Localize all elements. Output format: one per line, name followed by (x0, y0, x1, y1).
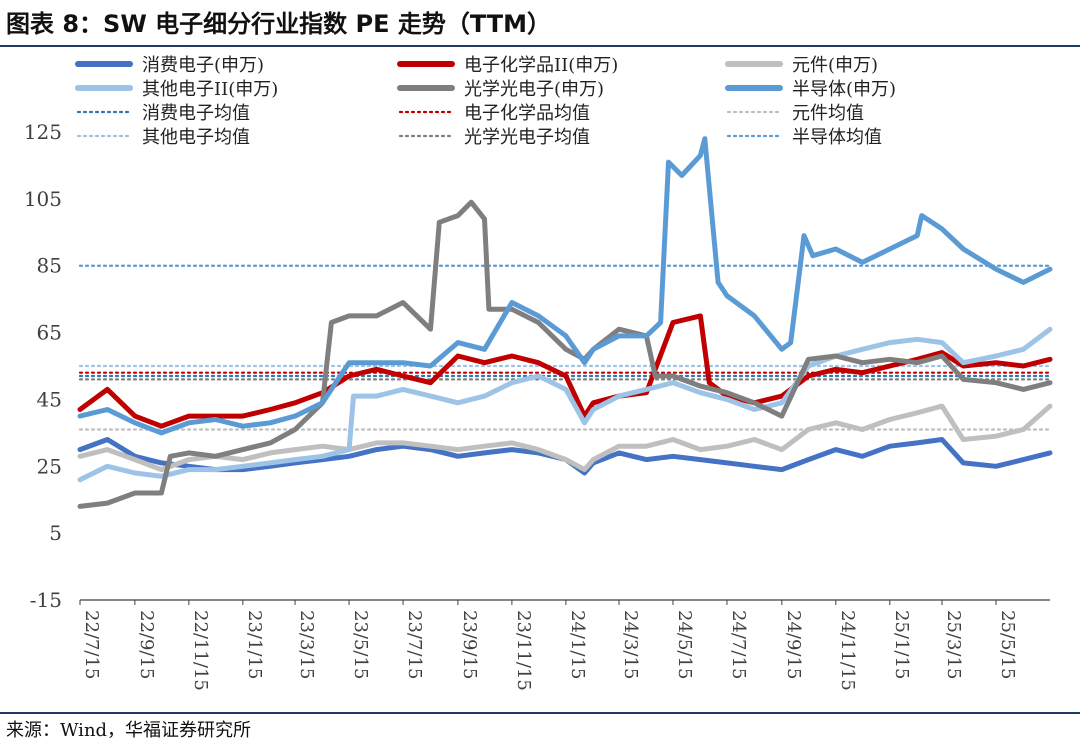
legend-item: 其他电子II(申万) (75, 79, 278, 100)
legend-item: 电子化学品II(申万) (397, 55, 618, 76)
chart-title: 图表 8：SW 电子细分行业指数 PE 走势（TTM） (6, 10, 552, 38)
x-axis: 22/7/15 22/9/15 22/11/15 23/1/15 23/3/15 23/5… (79, 599, 1050, 691)
y-tick-label: 5 (49, 521, 62, 545)
x-tick-label: 23/3/15 (296, 610, 317, 679)
line-series-3 (77, 326, 1053, 483)
legend-label: 元件均值 (792, 103, 864, 124)
legend-item: 半导体(申万) (725, 79, 896, 100)
source-note: 来源：Wind，华福证券研究所 (6, 720, 252, 741)
y-tick-label: 65 (37, 321, 62, 345)
plot-area (77, 136, 1053, 509)
legend-label: 光学光电子均值 (464, 127, 590, 148)
y-axis: 125 105 85 65 45 25 5 -15 (24, 120, 62, 612)
legend-label: 半导体(申万) (792, 79, 896, 100)
legend-label: 电子化学品II(申万) (464, 55, 618, 76)
x-tick-label: 23/9/15 (459, 610, 480, 679)
line-series-1 (77, 313, 1053, 429)
legend-label: 光学光电子(申万) (464, 79, 604, 100)
x-tick-label: 24/11/15 (837, 610, 858, 691)
x-tick-label: 24/9/15 (783, 610, 804, 679)
legend-item: 电子化学品均值 (398, 103, 590, 124)
x-tick-label: 23/5/15 (350, 610, 371, 679)
legend-item: 元件(申万) (725, 55, 878, 76)
x-tick-label: 22/11/15 (190, 610, 211, 691)
y-tick-label: 85 (37, 254, 62, 278)
legend-item: 消费电子(申万) (75, 55, 264, 76)
legend-label: 消费电子均值 (142, 103, 250, 124)
legend-item: 元件均值 (726, 103, 864, 124)
y-tick-label: 25 (37, 454, 62, 478)
x-tick-label: 25/1/15 (891, 610, 912, 679)
legend-label: 半导体均值 (792, 127, 882, 148)
y-tick-label: 125 (24, 120, 62, 144)
legend-label: 消费电子(申万) (142, 55, 264, 76)
x-tick-label: 22/7/15 (81, 610, 102, 679)
legend-label: 其他电子II(申万) (142, 79, 278, 100)
legend-item: 光学光电子(申万) (397, 79, 604, 100)
y-tick-label: -15 (30, 588, 62, 612)
x-tick-label: 23/11/15 (513, 610, 534, 691)
legend-label: 电子化学品均值 (464, 103, 590, 124)
line-series-5 (77, 136, 1053, 436)
x-tick-label: 25/3/15 (943, 610, 964, 679)
x-tick-label: 24/1/15 (567, 610, 588, 679)
pe-line-chart: 消费电子(申万) 电子化学品II(申万) 元件(申万) 其他电子II(申万) 光学光电子… (24, 55, 1053, 691)
legend-item: 光学光电子均值 (398, 127, 590, 148)
x-tick-label: 22/9/15 (136, 610, 157, 679)
title-divider (0, 45, 1080, 47)
legend-item: 消费电子均值 (76, 103, 250, 124)
source-divider (0, 712, 1080, 714)
x-tick-label: 24/5/15 (674, 610, 695, 679)
y-tick-label: 105 (24, 187, 62, 211)
legend-label: 其他电子均值 (142, 127, 250, 148)
x-tick-label: 23/1/15 (244, 610, 265, 679)
chart-legend: 消费电子(申万) 电子化学品II(申万) 元件(申万) 其他电子II(申万) 光学光电子… (75, 55, 896, 148)
x-tick-label: 25/5/15 (997, 610, 1018, 679)
x-tick-label: 24/3/15 (620, 610, 641, 679)
line-series-4 (77, 199, 1053, 509)
legend-item: 半导体均值 (726, 127, 882, 148)
x-tick-label: 24/7/15 (728, 610, 749, 679)
line-series-2 (77, 403, 1053, 473)
x-tick-label: 23/7/15 (404, 610, 425, 679)
legend-item: 其他电子均值 (76, 127, 250, 148)
legend-label: 元件(申万) (792, 55, 878, 76)
y-tick-label: 45 (37, 387, 62, 411)
